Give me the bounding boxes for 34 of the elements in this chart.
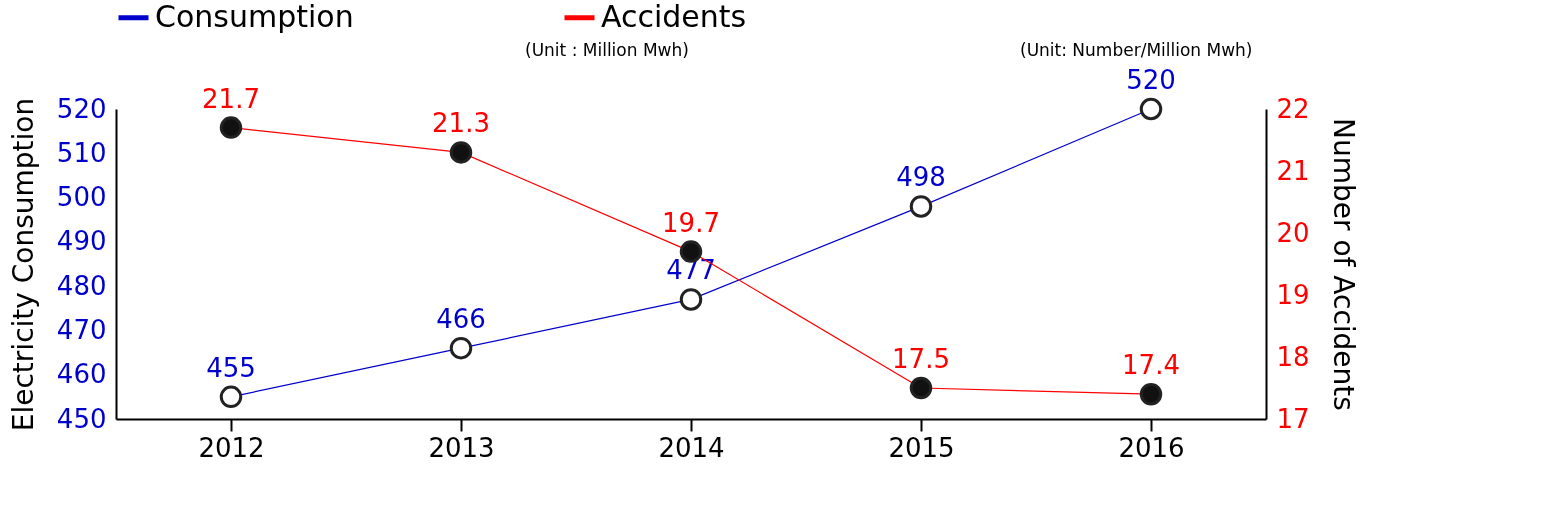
text: (Unit : Million Mwh) bbox=[525, 40, 689, 60]
data-label: 455 bbox=[206, 352, 256, 383]
text: (Unit: Number/Million Mwh) bbox=[1020, 40, 1253, 60]
y2-axis-title: Number of Accidents bbox=[1326, 118, 1360, 411]
y-tick-label: 520 bbox=[56, 93, 107, 124]
x-tick-label: 2016 bbox=[1118, 432, 1185, 463]
y-tick-label: 490 bbox=[56, 226, 107, 257]
data-label: 466 bbox=[436, 304, 486, 335]
y2-tick-label: 20 bbox=[1276, 217, 1310, 248]
legend-label: Consumption bbox=[155, 0, 354, 34]
data-label: 19.7 bbox=[662, 207, 720, 238]
y2-tick-label: 21 bbox=[1276, 155, 1310, 186]
y2-tick-label: 18 bbox=[1276, 341, 1310, 372]
data-label: 520 bbox=[1126, 65, 1176, 95]
data-label: 21.7 bbox=[202, 83, 260, 114]
x-tick-label: 2014 bbox=[658, 432, 725, 463]
y-tick-label: 470 bbox=[56, 314, 107, 345]
y-axis-title: Electricity Consumption bbox=[6, 97, 40, 432]
y-tick-label: 510 bbox=[56, 137, 107, 168]
x-tick-label: 2013 bbox=[428, 432, 495, 463]
data-label: 17.5 bbox=[892, 344, 950, 374]
y2-tick-label: 22 bbox=[1276, 93, 1310, 124]
y-tick-label: 450 bbox=[56, 403, 107, 434]
x-tick-label: 2012 bbox=[198, 432, 265, 463]
data-label: 17.4 bbox=[1122, 350, 1180, 381]
y2-tick-label: 19 bbox=[1276, 279, 1310, 310]
data-label: 498 bbox=[896, 162, 946, 193]
y2-tick-label: 17 bbox=[1276, 403, 1310, 434]
y-tick-label: 460 bbox=[56, 359, 107, 390]
data-label: 21.3 bbox=[432, 108, 490, 139]
y-tick-label: 480 bbox=[56, 270, 107, 301]
y-tick-label: 500 bbox=[56, 182, 107, 213]
legend-label: Accidents bbox=[601, 0, 747, 34]
x-tick-label: 2015 bbox=[888, 432, 955, 463]
